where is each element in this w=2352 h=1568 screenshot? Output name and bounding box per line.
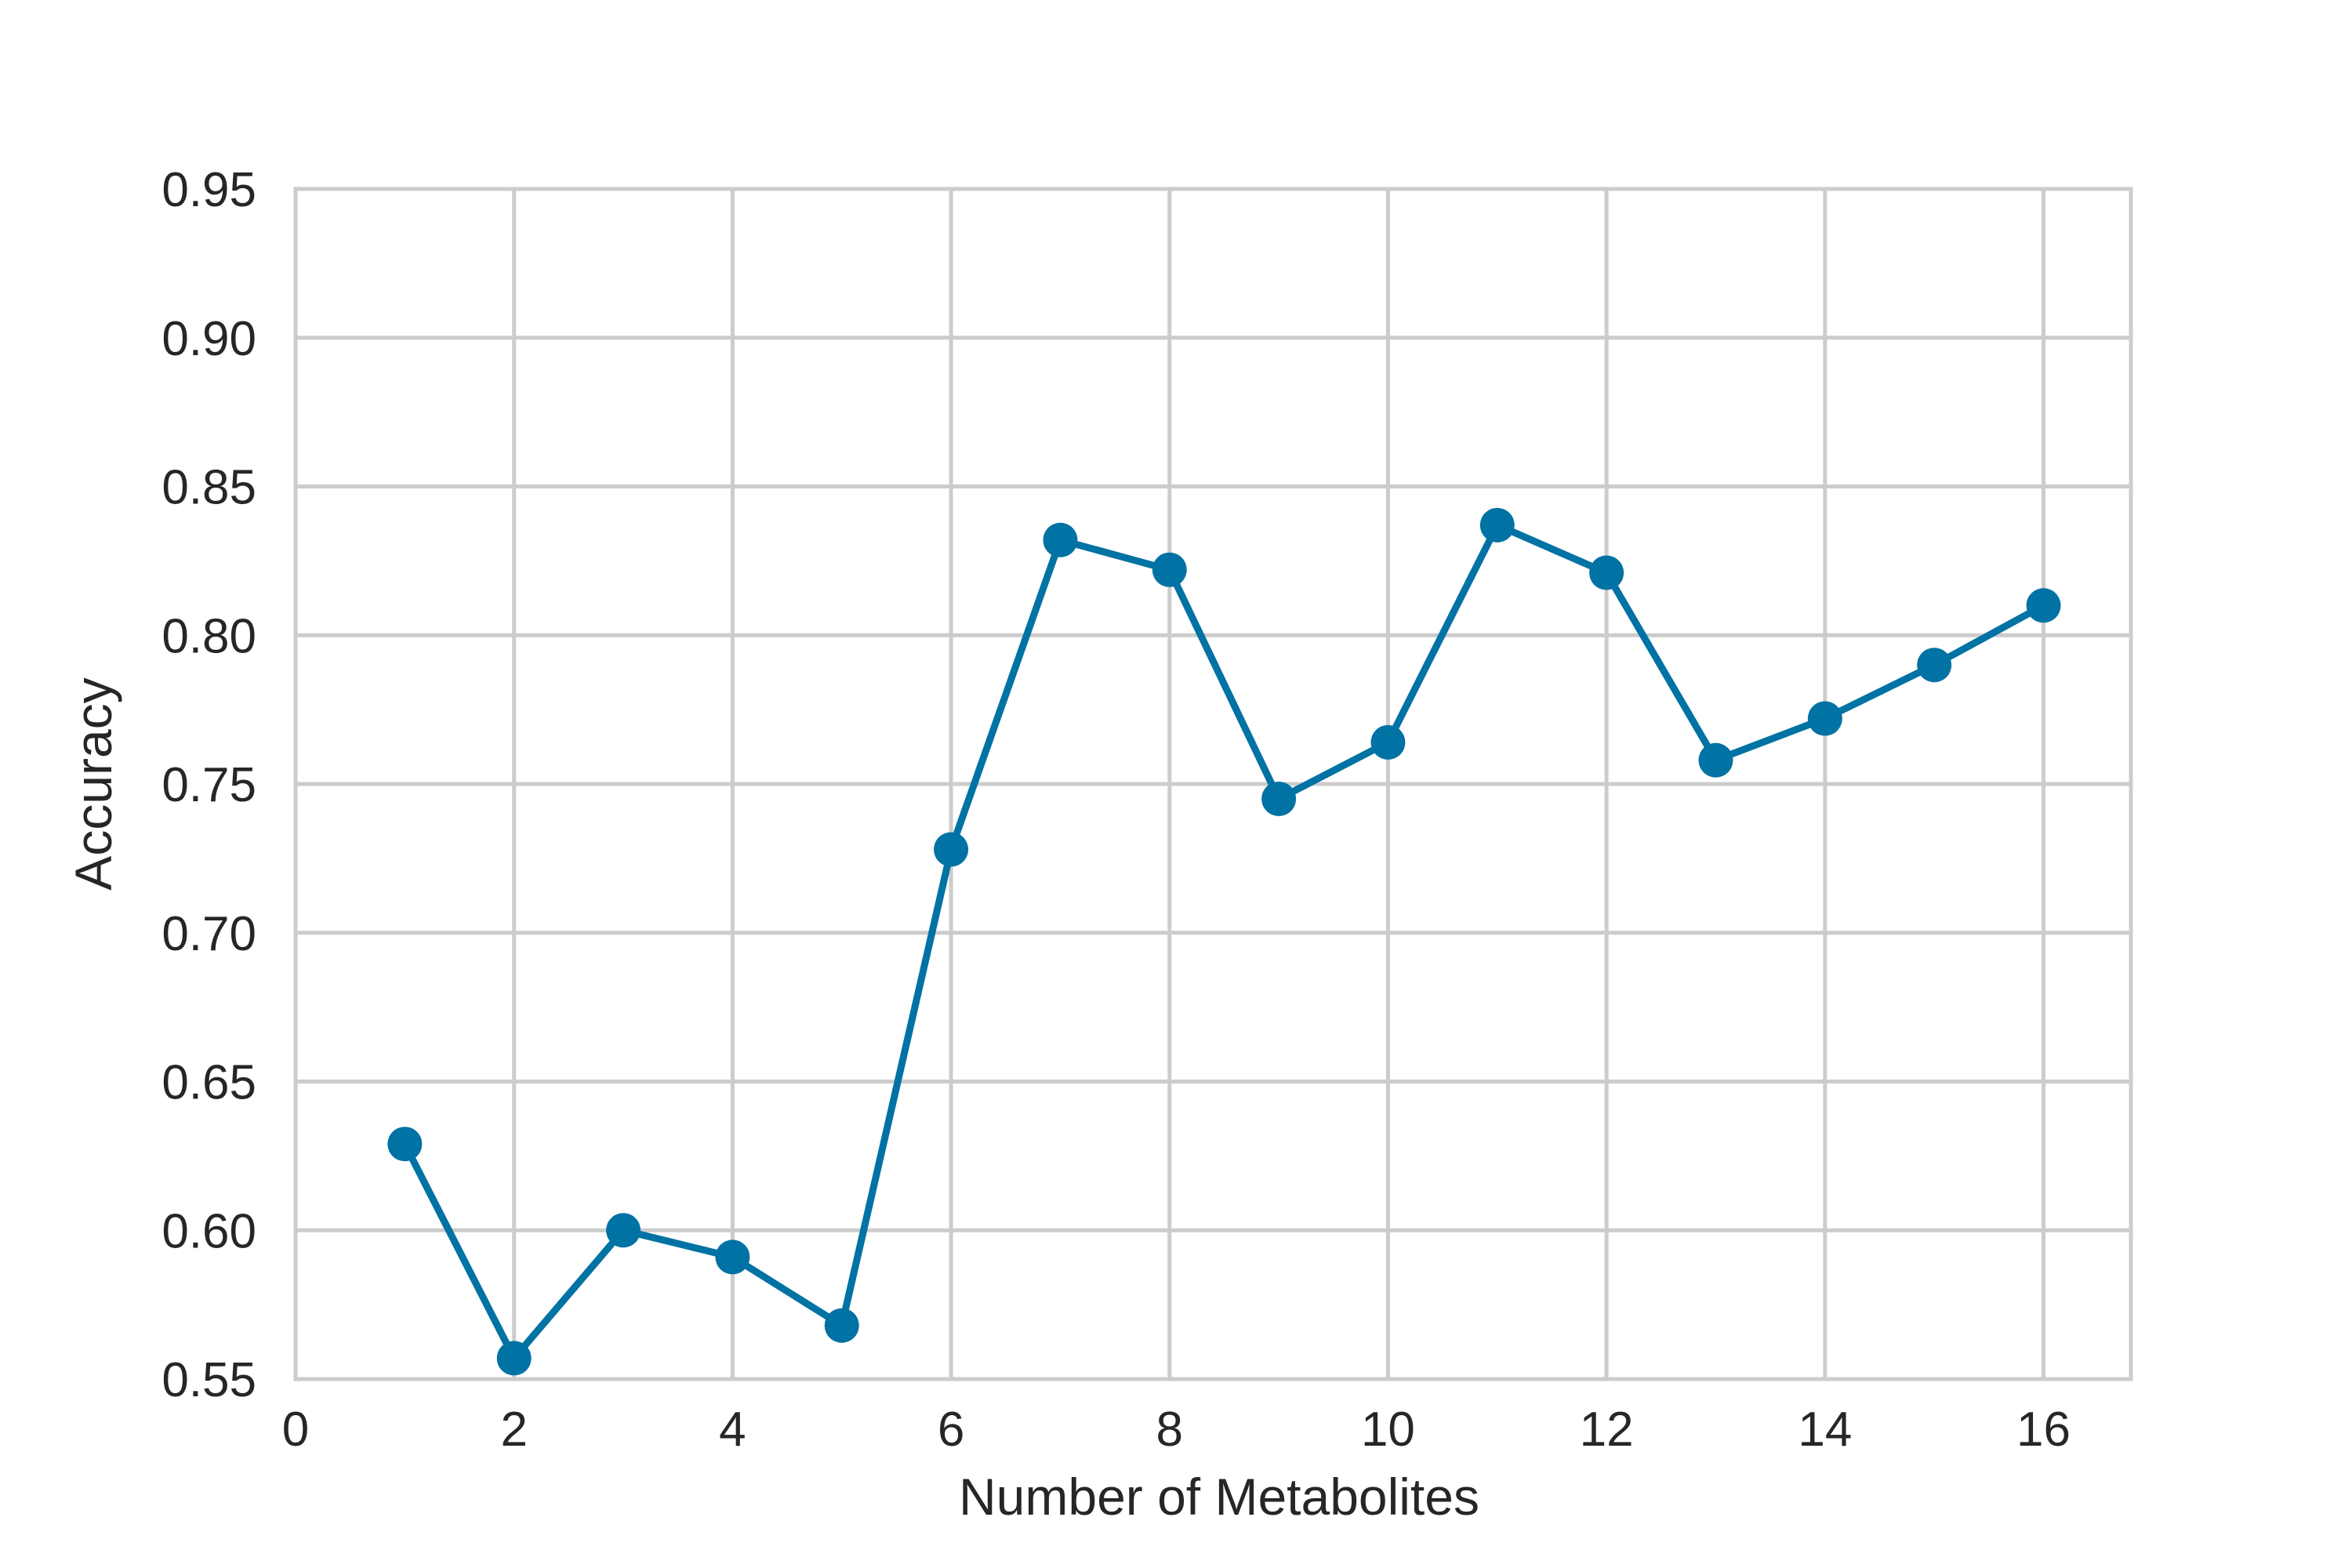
data-point (1152, 552, 1187, 587)
data-point (1479, 507, 1515, 543)
data-point (606, 1213, 641, 1248)
x-axis-title: Number of Metabolites (959, 1468, 1479, 1526)
y-tick-label: 0.90 (162, 312, 256, 366)
y-tick-label: 0.55 (162, 1353, 256, 1407)
data-point (2026, 588, 2061, 623)
data-point (1917, 648, 1952, 683)
y-tick-label: 0.85 (162, 461, 256, 515)
data-point (1370, 724, 1406, 760)
x-tick-label: 10 (1361, 1403, 1415, 1457)
series-line (401, 521, 2047, 1362)
x-tick-label: 0 (282, 1403, 309, 1457)
data-point (496, 1341, 532, 1376)
data-point (1698, 742, 1733, 778)
data-point (1807, 701, 1842, 736)
y-tick-label: 0.80 (162, 609, 256, 663)
x-tick-label: 8 (1156, 1403, 1183, 1457)
series (387, 507, 2061, 1376)
data-point (387, 1127, 423, 1162)
data-point (1261, 781, 1297, 816)
data-point (1043, 522, 1078, 557)
y-tick-label: 0.60 (162, 1204, 256, 1258)
y-tick-label: 0.65 (162, 1056, 256, 1110)
data-point (934, 832, 969, 867)
y-tick-label: 0.70 (162, 907, 256, 961)
x-tick-label: 14 (1798, 1403, 1852, 1457)
y-tick-label: 0.75 (162, 758, 256, 812)
x-tick-label: 12 (1580, 1403, 1634, 1457)
x-tick-label: 2 (500, 1403, 527, 1457)
y-axis-ticks: 0.55 0.60 0.65 0.70 0.75 0.80 0.85 0.90 0.95 (162, 163, 256, 1407)
x-tick-label: 4 (719, 1403, 746, 1457)
x-axis-ticks: 0 2 4 6 8 10 12 14 16 (282, 1403, 2071, 1457)
y-axis-title: Accuracy (64, 677, 122, 890)
data-point (715, 1240, 750, 1275)
data-point (1589, 555, 1624, 590)
y-tick-label: 0.95 (162, 163, 256, 217)
plot-frame (293, 187, 2133, 1381)
x-tick-label: 16 (2016, 1403, 2071, 1457)
x-tick-label: 6 (938, 1403, 964, 1457)
data-point (824, 1308, 859, 1343)
